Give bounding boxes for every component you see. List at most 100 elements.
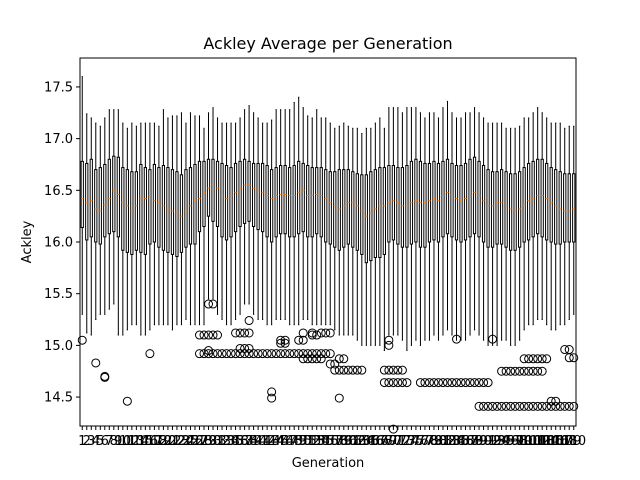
flier-point: [348, 365, 358, 375]
box-iqr: [139, 163, 143, 253]
flier-point: [285, 349, 295, 359]
flier-point: [208, 349, 218, 359]
flier-point: [222, 349, 232, 359]
box-iqr: [481, 165, 486, 243]
box-iqr: [206, 158, 211, 217]
box-iqr: [229, 167, 233, 238]
box-iqr: [175, 171, 179, 257]
flier-point: [244, 328, 254, 338]
box-group: [134, 125, 138, 326]
flier-point: [204, 299, 214, 309]
box-group: [537, 112, 547, 411]
flier-point: [321, 328, 331, 338]
box-iqr: [545, 162, 549, 241]
box-group: [542, 117, 552, 411]
x-tick-label: 84: [448, 434, 465, 449]
flier-point: [519, 401, 529, 411]
x-tick-label: 110: [561, 434, 586, 449]
box-group: [175, 115, 179, 326]
x-tick-label: 76: [412, 434, 429, 449]
flier-point: [280, 335, 290, 345]
box-group: [414, 107, 418, 341]
x-tick-label: 2: [83, 434, 91, 449]
box-group: [533, 107, 543, 411]
box-group: [501, 127, 511, 411]
flier-point: [452, 334, 462, 344]
x-tick-label: 98: [511, 434, 528, 449]
flier-point: [213, 330, 223, 340]
y-tick-label: 17.0: [44, 132, 73, 147]
box-group: [303, 115, 313, 364]
box-group: [334, 125, 344, 403]
box-iqr: [355, 173, 359, 251]
x-tick-label: 22: [169, 434, 186, 449]
flier-point: [555, 401, 565, 411]
x-tick-label: 49: [290, 434, 307, 449]
box-iqr: [445, 158, 450, 235]
box-iqr: [319, 167, 323, 238]
box-iqr: [292, 165, 296, 238]
y-tick-label: 17.5: [44, 80, 73, 95]
x-tick-label: 86: [457, 434, 474, 449]
flier-point: [100, 372, 110, 382]
x-tick-label: 104: [534, 434, 559, 449]
y-tick-label: 16.5: [44, 184, 73, 199]
flier-point: [91, 358, 101, 368]
flier-point: [546, 396, 556, 406]
flier-point: [470, 378, 480, 388]
box-group: [107, 109, 111, 310]
flier-point: [240, 349, 250, 359]
flier-point: [321, 349, 331, 359]
box-group: [231, 122, 241, 359]
box-iqr: [193, 163, 197, 245]
box-group: [447, 112, 457, 388]
flier-point: [258, 349, 268, 359]
chart-title: Ackley Average per Generation: [203, 34, 452, 53]
flier-point: [388, 365, 398, 375]
box-iqr: [360, 174, 364, 255]
x-tick-label: 81: [435, 434, 452, 449]
box-group: [397, 112, 407, 388]
flier-point: [262, 349, 272, 359]
x-tick-label: 25: [182, 434, 199, 449]
x-tick-label: 9: [114, 434, 122, 449]
x-tick-label: 29: [200, 434, 217, 449]
x-tick-label: 80: [430, 434, 447, 449]
box-group: [157, 125, 161, 326]
flier-point: [488, 401, 498, 411]
box-group: [470, 107, 480, 388]
x-tick-label: 100: [516, 434, 541, 449]
box-group: [442, 100, 452, 388]
box-iqr: [432, 160, 436, 241]
box-group: [222, 122, 232, 359]
box-iqr: [513, 173, 517, 251]
y-tick-label: 15.0: [44, 339, 73, 354]
flier-point: [528, 401, 538, 411]
x-tick-label: 62: [349, 434, 366, 449]
x-tick-label: 14: [133, 434, 150, 449]
flier-point: [334, 354, 344, 364]
flier-point: [461, 378, 471, 388]
x-tick-label: 71: [390, 434, 407, 449]
box-group: [226, 122, 236, 359]
x-tick-label: 87: [462, 434, 479, 449]
x-axis: 1234567891011121314151617181920212223242…: [78, 426, 586, 449]
x-tick-label: 26: [187, 434, 204, 449]
box-iqr: [211, 158, 215, 222]
flier-point: [497, 366, 507, 376]
flier-point: [537, 354, 547, 364]
x-tick-label: 41: [254, 434, 271, 449]
x-tick-label: 37: [236, 434, 253, 449]
box-group: [312, 109, 322, 364]
box-group: [258, 122, 268, 359]
box-iqr: [405, 165, 409, 248]
x-tick-label: 19: [155, 434, 172, 449]
box-group: [188, 112, 193, 326]
flier-point: [506, 366, 516, 376]
box-group: [438, 107, 448, 388]
box-group: [569, 125, 579, 411]
box-iqr: [508, 173, 513, 251]
x-tick-label: 38: [241, 434, 258, 449]
x-tick-label: 56: [322, 434, 339, 449]
box-iqr: [256, 162, 260, 231]
